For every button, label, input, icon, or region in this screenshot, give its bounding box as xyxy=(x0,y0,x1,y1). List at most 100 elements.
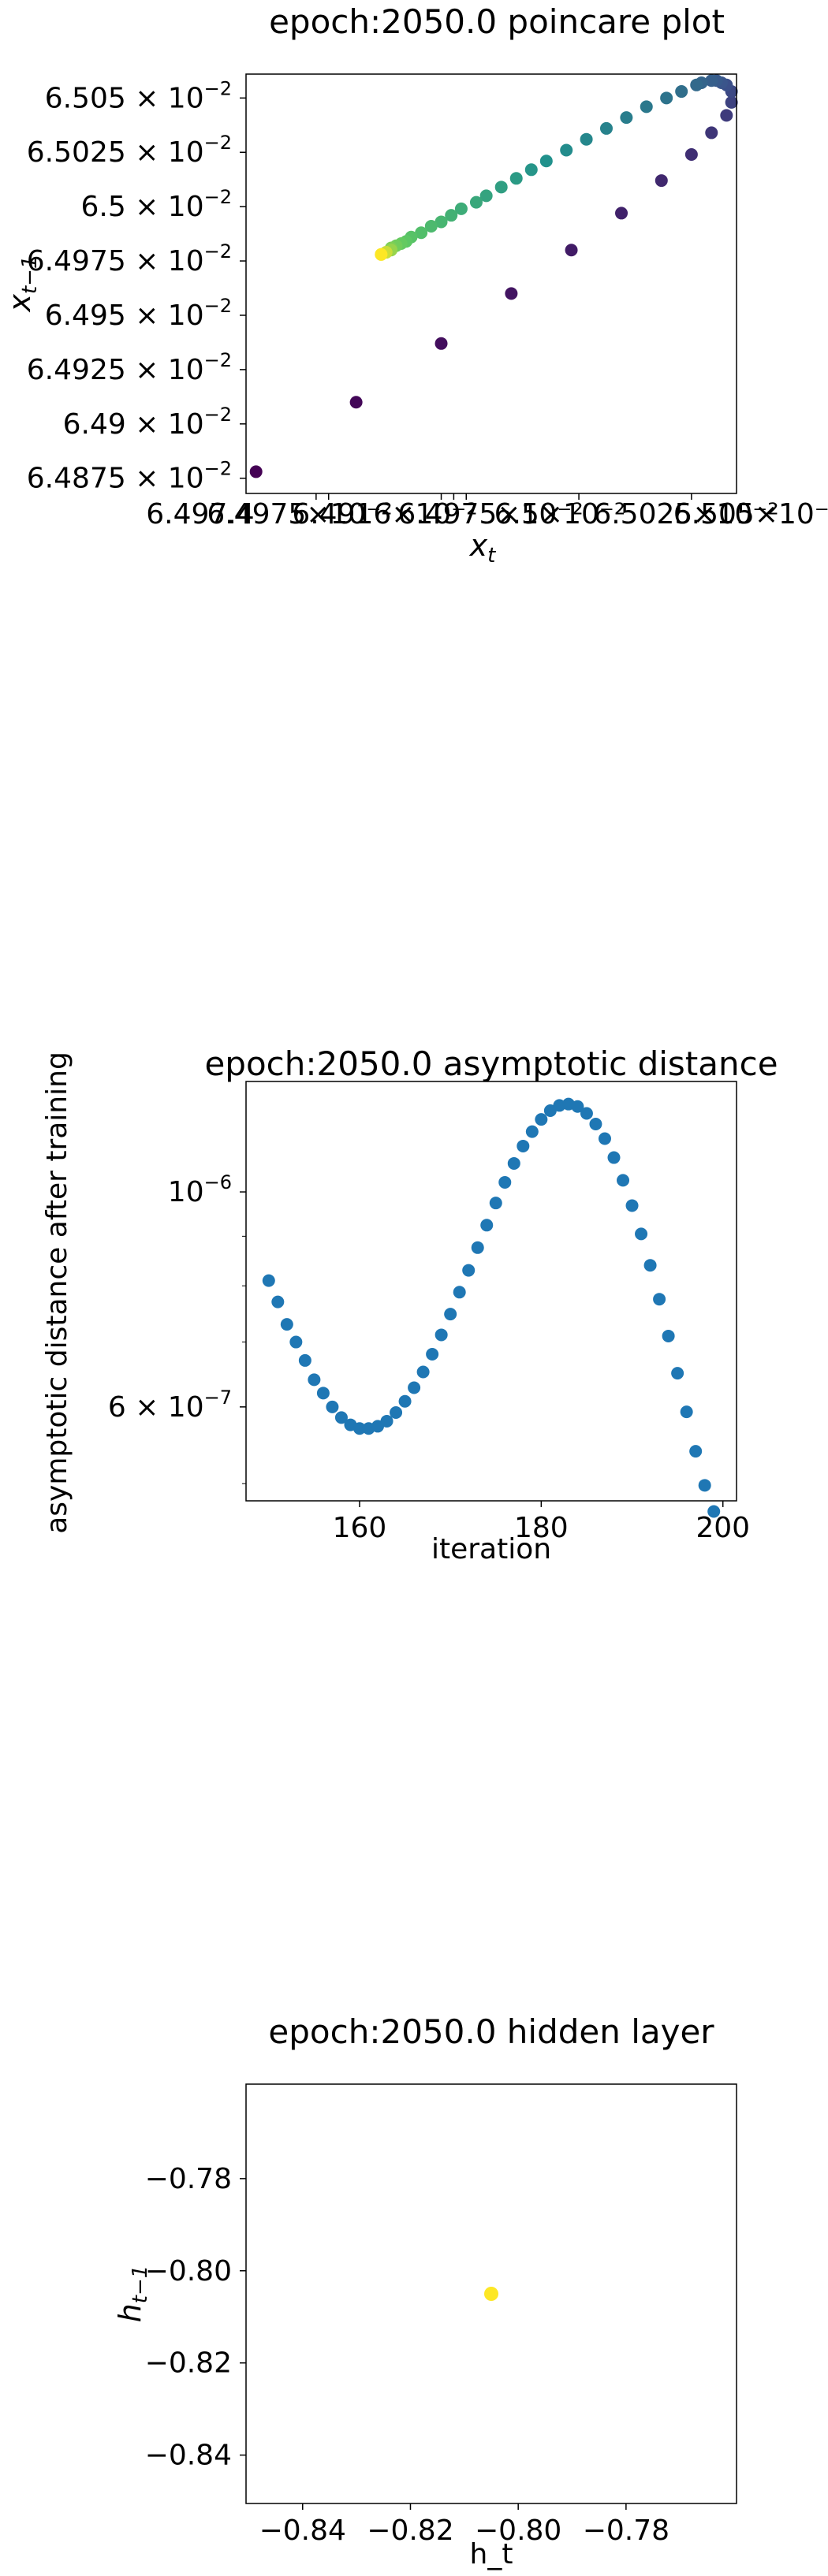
hidden-layer-x-ticks: −0.84 −0.82 −0.80 −0.78 xyxy=(259,2503,669,2547)
poincare-x-tick-label-4: 6.5×10⁻² xyxy=(494,498,626,530)
asymptotic-point-25 xyxy=(489,1197,502,1210)
poincare-point-32 xyxy=(445,209,458,222)
poincare-point-3 xyxy=(505,287,518,300)
poincare-point-1 xyxy=(349,396,363,409)
hidden-layer-y-label-sub: t−1 xyxy=(129,2265,152,2304)
asymptotic-point-4 xyxy=(298,1353,311,1367)
asymptotic-chart: epoch:2050.0 asymptotic distance 6 × 10−… xyxy=(41,1044,778,1565)
asymptotic-point-10 xyxy=(352,1422,366,1435)
hidden-layer-y-tick-label-1: −0.82 xyxy=(145,2347,232,2380)
asymptotic-point-44 xyxy=(662,1329,675,1342)
poincare-point-35 xyxy=(415,226,428,240)
asymptotic-point-5 xyxy=(308,1373,321,1387)
poincare-point-4 xyxy=(565,244,578,257)
poincare-y-tick-label-3: 6.495 × 10−2 xyxy=(45,295,232,332)
asymptotic-x-label: iteration xyxy=(431,1533,551,1565)
asymptotic-point-22 xyxy=(462,1264,476,1277)
poincare-y-tick-label-2: 6.4925 × 10−2 xyxy=(27,349,232,386)
poincare-y-tick-label-6: 6.5025 × 10−2 xyxy=(27,132,232,169)
asymptotic-point-43 xyxy=(653,1293,666,1306)
asymptotic-point-29 xyxy=(525,1125,539,1138)
poincare-point-45 xyxy=(375,248,388,261)
asymptotic-point-13 xyxy=(380,1414,393,1428)
hidden-layer-title: epoch:2050.0 hidden layer xyxy=(268,2012,714,2051)
poincare-x-tick-label-3: 6.4975×10⁻² xyxy=(397,498,583,530)
asymptotic-point-41 xyxy=(635,1227,648,1241)
poincare-point-18 xyxy=(675,85,688,99)
hidden-layer-x-tick-label-2: −0.80 xyxy=(475,2515,561,2547)
asymptotic-point-46 xyxy=(680,1405,693,1419)
poincare-x-tick-label-5: 6.5025×10⁻² xyxy=(593,498,778,530)
poincare-point-7 xyxy=(684,147,698,161)
poincare-point-19 xyxy=(660,91,673,105)
poincare-y-label-sub: t−1 xyxy=(18,255,42,294)
poincare-y-tick-label-4: 6.4975 × 10−2 xyxy=(27,240,232,277)
poincare-x-tick-label-0: 6.497.4 xyxy=(146,498,254,530)
asymptotic-point-48 xyxy=(698,1479,711,1492)
poincare-y-label: xt−1 xyxy=(2,255,42,312)
asymptotic-point-20 xyxy=(444,1308,457,1321)
hidden-layer-points xyxy=(484,2287,498,2301)
hidden-layer-y-tick-label-2: −0.80 xyxy=(145,2255,232,2288)
hidden-layer-x-tick-label-1: −0.82 xyxy=(367,2515,453,2547)
poincare-point-17 xyxy=(690,78,703,91)
asymptotic-x-tick-label-2: 200 xyxy=(696,1512,750,1544)
poincare-x-tick-label-1: 6.4975×10⁻² xyxy=(207,498,392,530)
asymptotic-point-16 xyxy=(408,1381,421,1394)
hidden-layer-x-tick-label-0: −0.84 xyxy=(259,2515,346,2547)
asymptotic-y-label: asymptotic distance after training xyxy=(41,1052,73,1534)
asymptotic-points xyxy=(262,1097,721,1518)
hidden-layer-y-label: ht−1 xyxy=(113,2265,152,2323)
asymptotic-point-26 xyxy=(498,1175,512,1189)
poincare-point-0 xyxy=(249,465,263,478)
hidden-layer-plot-frame xyxy=(245,2083,737,2504)
poincare-point-15 xyxy=(705,74,718,87)
asymptotic-point-21 xyxy=(453,1286,466,1299)
asymptotic-point-2 xyxy=(280,1318,293,1331)
poincare-point-20 xyxy=(640,100,653,114)
poincare-point-28 xyxy=(494,181,508,194)
hidden-layer-y-tick-label-0: −0.84 xyxy=(145,2440,232,2472)
poincare-x-tick-label-2: 6.4916×10⁻² xyxy=(292,498,477,530)
poincare-point-34 xyxy=(424,219,438,233)
asymptotic-point-24 xyxy=(480,1219,494,1232)
poincare-point-9 xyxy=(720,109,733,122)
poincare-title: epoch:2050.0 poincare plot xyxy=(269,2,725,41)
poincare-y-tick-label-0: 6.4875 × 10−2 xyxy=(27,458,232,495)
asymptotic-point-49 xyxy=(707,1505,721,1518)
poincare-point-33 xyxy=(435,215,448,229)
asymptotic-point-47 xyxy=(689,1445,703,1458)
asymptotic-point-6 xyxy=(316,1387,330,1400)
poincare-x-label-sub: t xyxy=(487,544,496,568)
asymptotic-point-40 xyxy=(625,1199,639,1212)
poincare-point-25 xyxy=(539,154,553,168)
asymptotic-point-45 xyxy=(671,1367,684,1380)
hidden-layer-x-label: h_t xyxy=(470,2538,513,2570)
poincare-chart: epoch:2050.0 poincare plot 6.4875 × 10−2… xyxy=(2,2,828,568)
asymptotic-point-7 xyxy=(326,1400,339,1413)
asymptotic-x-tick-label-1: 180 xyxy=(514,1512,569,1544)
asymptotic-point-27 xyxy=(507,1156,520,1170)
poincare-point-5 xyxy=(615,207,628,220)
asymptotic-point-18 xyxy=(426,1348,439,1361)
asymptotic-plot-frame xyxy=(245,1081,737,1502)
hidden-layer-y-tick-label-3: −0.78 xyxy=(145,2163,232,2195)
poincare-point-10 xyxy=(725,95,738,109)
asymptotic-x-ticks: 160 180 200 xyxy=(333,1501,750,1544)
hidden-layer-x-tick-label-3: −0.78 xyxy=(583,2515,669,2547)
poincare-point-27 xyxy=(509,172,523,185)
poincare-point-31 xyxy=(454,202,468,215)
poincare-point-29 xyxy=(479,189,493,203)
poincare-point-30 xyxy=(469,195,483,209)
poincare-point-6 xyxy=(655,174,668,188)
hidden-layer-y-ticks: −0.84 −0.82 −0.80 −0.78 xyxy=(145,2163,246,2472)
asymptotic-point-17 xyxy=(416,1365,430,1379)
poincare-points xyxy=(249,74,738,478)
asymptotic-point-36 xyxy=(589,1117,602,1130)
poincare-point-21 xyxy=(620,111,633,125)
asymptotic-title: epoch:2050.0 asymptotic distance xyxy=(204,1044,778,1083)
poincare-point-2 xyxy=(435,337,448,350)
poincare-point-23 xyxy=(580,132,593,146)
hidden-layer-point-0 xyxy=(484,2287,498,2301)
